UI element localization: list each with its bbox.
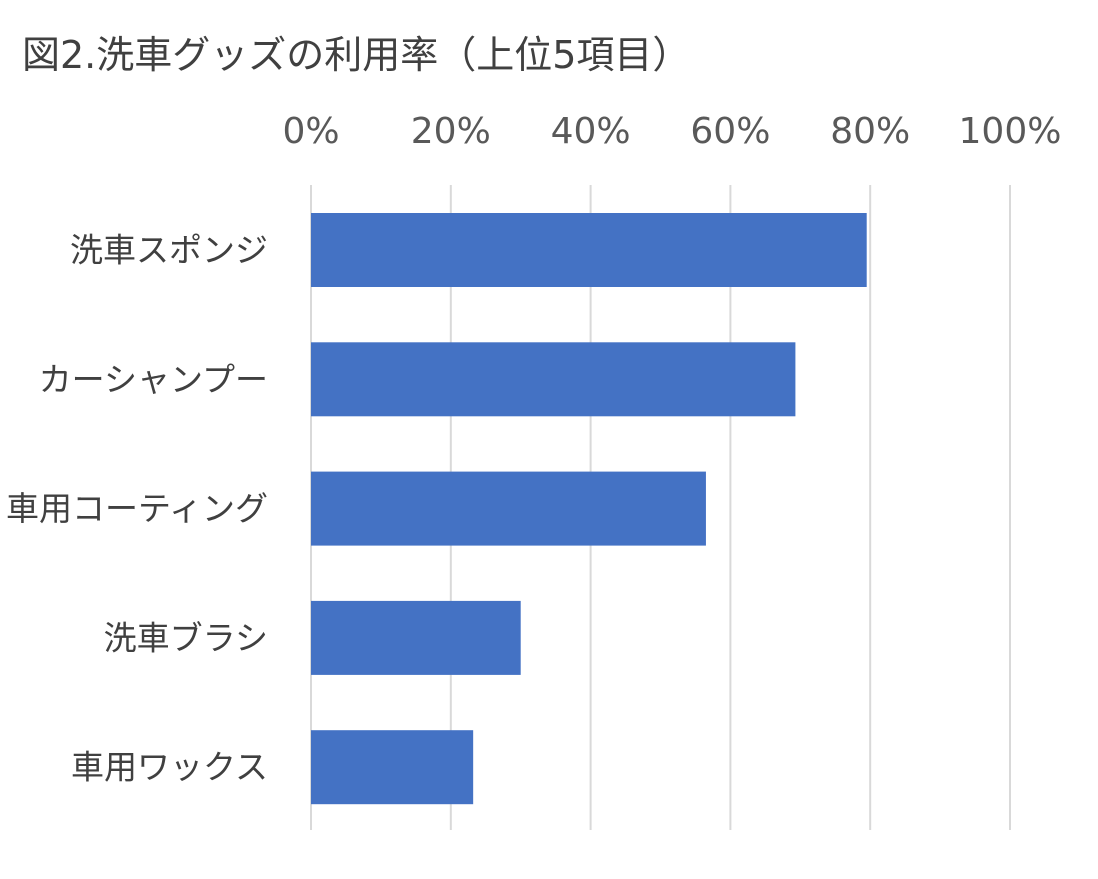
- x-tick-label: 0%: [282, 111, 339, 152]
- category-label: 車用コーティング: [6, 489, 268, 528]
- x-tick-label: 100%: [959, 111, 1062, 152]
- x-tick-label: 20%: [411, 111, 491, 152]
- x-tick-label: 40%: [551, 111, 631, 152]
- category-label: 洗車ブラシ: [104, 618, 268, 657]
- x-tick-label: 60%: [690, 111, 770, 152]
- bar-1: [311, 213, 867, 287]
- bars: [311, 213, 867, 805]
- x-tick-label: 80%: [830, 111, 910, 152]
- category-label: カーシャンプー: [39, 360, 268, 399]
- bar-5: [311, 730, 474, 805]
- bar-4: [311, 600, 521, 675]
- category-label: 洗車スポンジ: [70, 231, 268, 270]
- category-label: 車用ワックス: [71, 748, 268, 787]
- chart-title: 図2.洗車グッズの利用率（上位5項目）: [22, 33, 691, 77]
- bar-2: [311, 342, 796, 417]
- x-axis-ticks: 0% 20% 40% 60% 80% 100%: [282, 111, 1061, 152]
- bar-3: [311, 471, 706, 546]
